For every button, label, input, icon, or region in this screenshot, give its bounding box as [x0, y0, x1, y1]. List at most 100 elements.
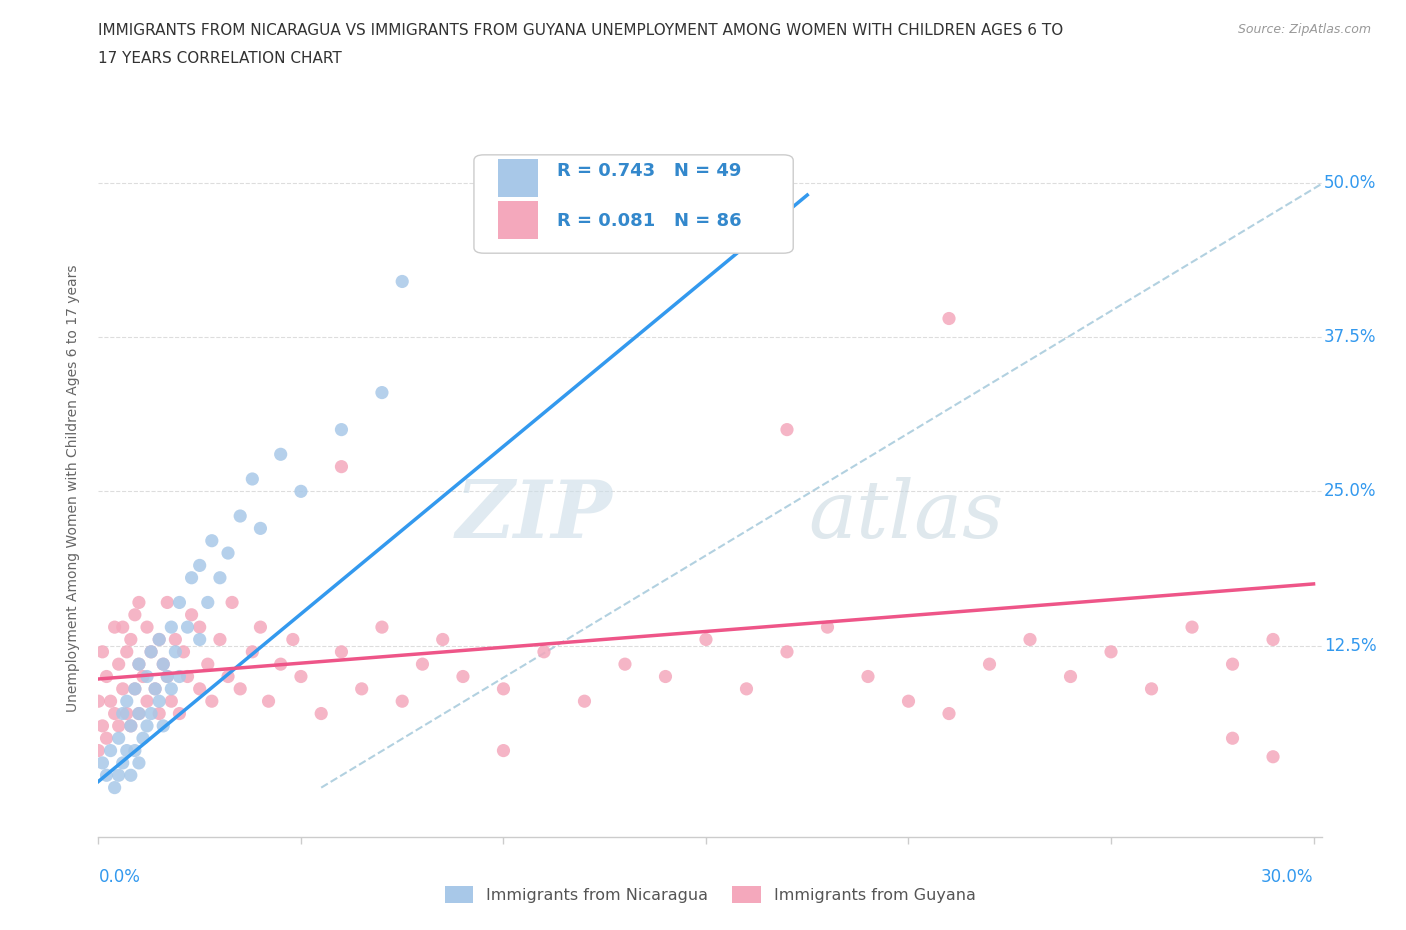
- Point: [240, 472, 263, 486]
- Point: [111, 755, 134, 770]
- Point: [124, 743, 146, 758]
- Text: R = 0.743   N = 49: R = 0.743 N = 49: [557, 162, 741, 179]
- Text: Source: ZipAtlas.com: Source: ZipAtlas.com: [1237, 23, 1371, 36]
- Point: [91, 644, 114, 659]
- Point: [574, 694, 596, 709]
- Point: [695, 632, 717, 647]
- Point: [391, 274, 413, 289]
- Point: [180, 570, 202, 585]
- Text: 37.5%: 37.5%: [1324, 328, 1376, 346]
- Point: [1140, 682, 1163, 697]
- Point: [938, 311, 960, 325]
- Point: [104, 619, 127, 634]
- Point: [96, 768, 118, 783]
- Point: [856, 669, 879, 684]
- Point: [1261, 750, 1284, 764]
- Point: [1261, 632, 1284, 647]
- FancyBboxPatch shape: [474, 155, 793, 253]
- Legend: Immigrants from Nicaragua, Immigrants from Guyana: Immigrants from Nicaragua, Immigrants fr…: [439, 880, 981, 910]
- Point: [249, 521, 271, 536]
- Point: [87, 694, 110, 709]
- Point: [169, 595, 191, 610]
- Point: [176, 669, 198, 684]
- Point: [148, 706, 170, 721]
- Point: [330, 422, 353, 437]
- Point: [201, 694, 224, 709]
- Point: [139, 644, 162, 659]
- Point: [160, 682, 183, 697]
- Point: [160, 694, 183, 709]
- Point: [87, 743, 110, 758]
- Point: [136, 619, 159, 634]
- Point: [96, 731, 118, 746]
- Point: [136, 719, 159, 734]
- Point: [188, 632, 211, 647]
- Point: [172, 644, 194, 659]
- Point: [148, 694, 170, 709]
- Point: [221, 595, 243, 610]
- Point: [152, 657, 174, 671]
- Point: [330, 459, 353, 474]
- Point: [1019, 632, 1042, 647]
- Point: [139, 644, 162, 659]
- Point: [165, 644, 187, 659]
- Point: [120, 768, 142, 783]
- Point: [776, 422, 799, 437]
- Point: [128, 706, 150, 721]
- Point: [533, 644, 555, 659]
- Point: [1181, 619, 1204, 634]
- Point: [120, 719, 142, 734]
- Point: [451, 669, 474, 684]
- Point: [371, 385, 394, 400]
- Point: [107, 657, 129, 671]
- Point: [152, 657, 174, 671]
- Point: [115, 694, 138, 709]
- Point: [104, 780, 127, 795]
- Point: [270, 446, 292, 461]
- Point: [156, 595, 179, 610]
- Point: [654, 669, 676, 684]
- Point: [614, 657, 637, 671]
- Point: [139, 706, 162, 721]
- Point: [107, 768, 129, 783]
- Point: [938, 706, 960, 721]
- Point: [156, 669, 179, 684]
- Text: 12.5%: 12.5%: [1324, 637, 1376, 655]
- Point: [128, 706, 150, 721]
- Text: ZIP: ZIP: [456, 477, 612, 555]
- Point: [309, 706, 332, 721]
- Point: [165, 632, 187, 647]
- Point: [100, 743, 122, 758]
- Point: [107, 719, 129, 734]
- Point: [432, 632, 454, 647]
- Point: [128, 595, 150, 610]
- Point: [107, 731, 129, 746]
- Point: [132, 731, 155, 746]
- Point: [217, 669, 239, 684]
- Point: [176, 619, 198, 634]
- Point: [120, 632, 142, 647]
- Point: [249, 619, 271, 634]
- Text: 25.0%: 25.0%: [1324, 483, 1376, 500]
- Point: [124, 682, 146, 697]
- Point: [128, 657, 150, 671]
- Point: [156, 669, 179, 684]
- Text: R = 0.081   N = 86: R = 0.081 N = 86: [557, 212, 742, 230]
- Point: [120, 719, 142, 734]
- Point: [91, 755, 114, 770]
- Point: [128, 755, 150, 770]
- Point: [735, 682, 758, 697]
- Bar: [498, 159, 537, 197]
- Text: 50.0%: 50.0%: [1324, 174, 1376, 192]
- Point: [169, 669, 191, 684]
- Point: [115, 644, 138, 659]
- Point: [371, 619, 394, 634]
- Point: [136, 694, 159, 709]
- Point: [1222, 731, 1244, 746]
- Point: [1059, 669, 1081, 684]
- Point: [208, 632, 231, 647]
- Point: [111, 706, 134, 721]
- Point: [152, 719, 174, 734]
- Point: [188, 619, 211, 634]
- Point: [124, 607, 146, 622]
